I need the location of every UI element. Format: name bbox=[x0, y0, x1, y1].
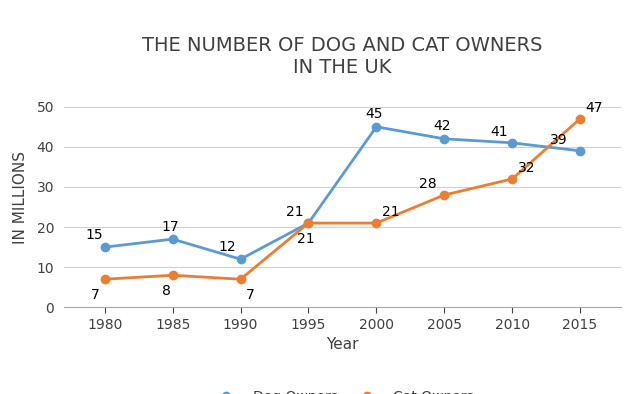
Y-axis label: IN MILLIONS: IN MILLIONS bbox=[13, 151, 28, 243]
Cat Owners bbox=[372, 221, 380, 225]
Cat Owners bbox=[440, 193, 448, 197]
Cat Owners bbox=[237, 277, 244, 282]
Text: 39: 39 bbox=[550, 133, 567, 147]
Text: 8: 8 bbox=[161, 284, 170, 298]
Cat Owners bbox=[576, 116, 584, 121]
Text: 12: 12 bbox=[218, 240, 236, 254]
Cat Owners bbox=[169, 273, 177, 278]
Dog Owners bbox=[576, 149, 584, 153]
Dog Owners bbox=[305, 221, 312, 225]
Text: 7: 7 bbox=[91, 288, 100, 302]
Text: 41: 41 bbox=[490, 125, 508, 139]
Dog Owners bbox=[440, 136, 448, 141]
Dog Owners bbox=[372, 125, 380, 129]
Dog Owners bbox=[101, 245, 109, 249]
Text: 32: 32 bbox=[518, 161, 535, 175]
Dog Owners bbox=[169, 237, 177, 242]
Title: THE NUMBER OF DOG AND CAT OWNERS
IN THE UK: THE NUMBER OF DOG AND CAT OWNERS IN THE … bbox=[142, 36, 543, 77]
Text: 15: 15 bbox=[85, 228, 103, 242]
Text: 21: 21 bbox=[298, 232, 315, 245]
X-axis label: Year: Year bbox=[326, 337, 358, 352]
Text: 21: 21 bbox=[286, 205, 304, 219]
Dog Owners bbox=[508, 141, 516, 145]
Text: 42: 42 bbox=[433, 119, 451, 134]
Cat Owners bbox=[508, 177, 516, 181]
Text: 45: 45 bbox=[365, 108, 383, 121]
Cat Owners bbox=[305, 221, 312, 225]
Cat Owners bbox=[101, 277, 109, 282]
Text: 28: 28 bbox=[419, 177, 437, 191]
Line: Cat Owners: Cat Owners bbox=[100, 115, 584, 283]
Text: 7: 7 bbox=[246, 288, 255, 302]
Dog Owners bbox=[237, 257, 244, 262]
Legend: Dog Owners, Cat Owners: Dog Owners, Cat Owners bbox=[205, 385, 479, 394]
Text: 17: 17 bbox=[161, 220, 179, 234]
Line: Dog Owners: Dog Owners bbox=[100, 123, 584, 263]
Text: 21: 21 bbox=[382, 205, 399, 219]
Text: 47: 47 bbox=[586, 101, 603, 115]
